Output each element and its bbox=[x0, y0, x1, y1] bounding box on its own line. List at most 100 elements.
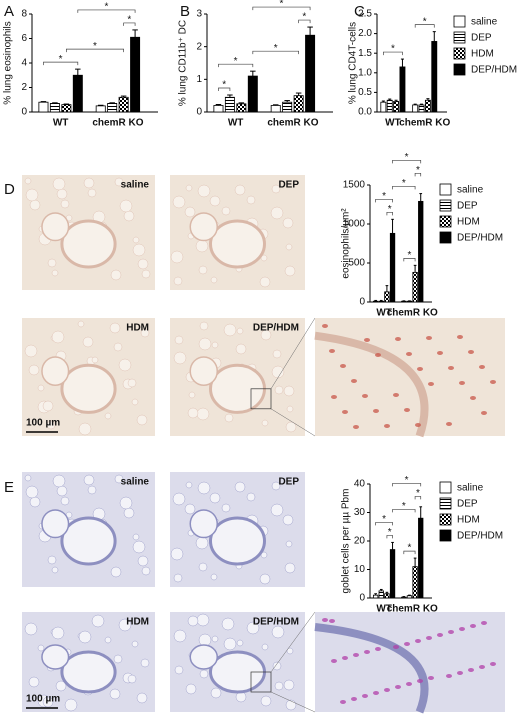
alveolus bbox=[271, 481, 281, 491]
cell bbox=[404, 642, 410, 646]
cell bbox=[415, 423, 421, 427]
significance-star: * bbox=[391, 44, 395, 55]
vessel bbox=[41, 644, 70, 670]
alveolus bbox=[284, 562, 296, 574]
bar bbox=[247, 75, 258, 113]
bar bbox=[118, 96, 129, 113]
bar bbox=[393, 101, 400, 113]
significance-star: * bbox=[402, 178, 406, 189]
alveolus bbox=[87, 188, 97, 198]
alveolus bbox=[25, 188, 39, 202]
bar bbox=[372, 594, 379, 599]
vessel bbox=[41, 509, 70, 539]
significance-star: * bbox=[234, 56, 238, 67]
bar bbox=[418, 200, 424, 303]
alveolus bbox=[270, 206, 284, 220]
cell bbox=[481, 411, 487, 415]
significance-bracket bbox=[414, 24, 435, 28]
legend-label: saline bbox=[457, 185, 484, 196]
cell bbox=[362, 694, 368, 698]
alveolus bbox=[184, 206, 196, 218]
significance-bracket bbox=[386, 535, 393, 539]
alveolus bbox=[185, 683, 197, 695]
bar bbox=[424, 99, 431, 113]
alveolus bbox=[56, 485, 68, 497]
alveolus bbox=[185, 481, 193, 489]
alveolus bbox=[140, 658, 150, 668]
legend-label: DEP/HDM bbox=[471, 65, 517, 76]
alveolus bbox=[140, 328, 150, 338]
alveolus bbox=[270, 503, 284, 517]
significance-star: * bbox=[423, 16, 427, 27]
cell bbox=[342, 410, 348, 414]
panel-label: B bbox=[180, 3, 190, 20]
significance-star: * bbox=[408, 543, 412, 554]
significance-bracket bbox=[392, 185, 416, 190]
airway bbox=[209, 516, 266, 566]
y-tick-label: 6 bbox=[21, 33, 27, 44]
cell bbox=[459, 381, 465, 385]
alveolus bbox=[113, 654, 123, 664]
bar bbox=[399, 66, 406, 113]
y-tick-label: 2 bbox=[196, 41, 202, 52]
alveolus bbox=[284, 265, 296, 277]
significance-bracket bbox=[298, 19, 311, 24]
alveolus bbox=[119, 496, 133, 510]
cell bbox=[351, 379, 357, 383]
y-tick-label: 0.5 bbox=[358, 87, 372, 98]
alveolus bbox=[51, 626, 65, 640]
cell bbox=[406, 352, 412, 356]
significance-bracket bbox=[218, 63, 254, 68]
panel-label: C bbox=[354, 3, 365, 20]
panel-label: E bbox=[4, 479, 14, 496]
y-tick-label: 2.0 bbox=[358, 28, 372, 39]
y-tick-label: 3 bbox=[196, 9, 202, 20]
alveolus bbox=[198, 633, 212, 647]
inset-box bbox=[250, 671, 272, 693]
alveolus bbox=[196, 613, 210, 627]
bar bbox=[389, 232, 396, 303]
cell bbox=[342, 656, 348, 660]
alveolus bbox=[87, 485, 97, 495]
significance-bracket bbox=[414, 172, 422, 177]
alveolus bbox=[51, 330, 65, 344]
legend-label: saline bbox=[471, 17, 498, 28]
alveolus bbox=[113, 342, 123, 352]
micrograph-label: DEP bbox=[278, 477, 299, 488]
significance-star: * bbox=[59, 54, 63, 65]
alveolus bbox=[260, 254, 268, 262]
cell bbox=[415, 639, 421, 643]
y-tick-label: 2.5 bbox=[358, 9, 372, 20]
alveolus bbox=[197, 481, 211, 495]
alveolus bbox=[170, 250, 184, 264]
significance-star: * bbox=[382, 191, 386, 202]
cell bbox=[351, 697, 357, 701]
alveolus bbox=[210, 573, 218, 581]
zoom-airway bbox=[314, 623, 429, 714]
alveolus bbox=[24, 344, 38, 358]
alveolus bbox=[24, 177, 32, 185]
alveolus bbox=[260, 329, 272, 341]
alveolus bbox=[260, 551, 268, 559]
alveolus bbox=[197, 184, 211, 198]
bar bbox=[213, 105, 224, 113]
alveolus bbox=[271, 365, 285, 379]
vessel bbox=[189, 356, 218, 387]
alveolus bbox=[286, 647, 294, 655]
bar bbox=[406, 300, 413, 303]
cell bbox=[364, 650, 370, 654]
alveolus bbox=[246, 621, 260, 635]
cell bbox=[417, 367, 423, 371]
legend-label: DEP/HDM bbox=[457, 233, 503, 244]
alveolus bbox=[118, 618, 132, 632]
micrograph-label: HDM bbox=[126, 323, 149, 334]
alveolus bbox=[136, 414, 148, 426]
alveolus bbox=[271, 625, 285, 639]
alveolus bbox=[274, 385, 284, 395]
cell bbox=[417, 679, 423, 683]
alveolus bbox=[46, 420, 56, 430]
alveolus bbox=[198, 337, 212, 351]
legend-swatch bbox=[439, 199, 452, 212]
alveolus bbox=[114, 177, 124, 187]
y-tick-label: 30 bbox=[354, 507, 366, 518]
